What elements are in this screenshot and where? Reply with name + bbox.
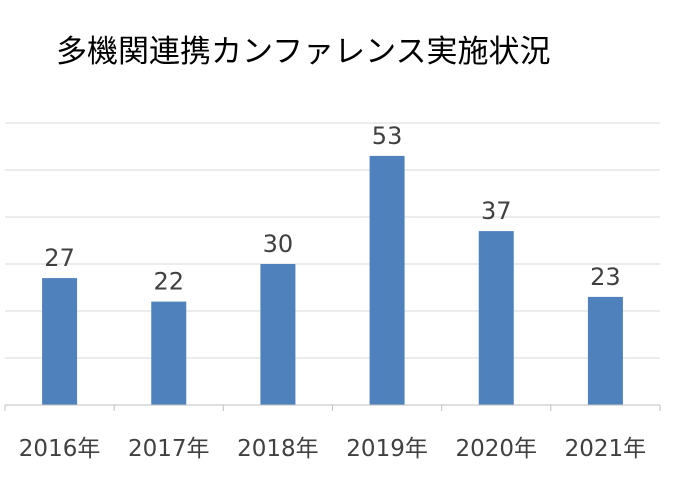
x-tick-label: 2017年 <box>128 436 210 462</box>
bar <box>478 231 514 405</box>
x-axis: 2016年 2017年 2018年 2019年 2020年 2021年 <box>4 404 661 462</box>
data-label: 27 <box>44 244 75 272</box>
data-label: 22 <box>153 268 184 296</box>
x-tick-label: 2019年 <box>346 436 428 462</box>
data-label: 23 <box>590 263 621 291</box>
x-tick-label: 2016年 <box>19 436 101 462</box>
bar <box>151 301 187 405</box>
bar <box>42 278 78 405</box>
x-tick-label: 2020年 <box>455 436 537 462</box>
bar <box>260 264 296 405</box>
x-tick-label: 2018年 <box>237 436 319 462</box>
x-tick-label: 2021年 <box>565 436 647 462</box>
data-label: 37 <box>481 197 512 225</box>
bar <box>587 296 623 405</box>
data-label: 30 <box>263 230 294 258</box>
data-labels: 27 22 30 53 37 23 <box>44 122 620 296</box>
chart-title: 多機関連携カンファレンス実施状況 <box>56 34 551 70</box>
data-label: 53 <box>372 122 403 150</box>
bars <box>42 155 623 405</box>
bar <box>369 155 405 405</box>
gridlines <box>5 122 660 359</box>
